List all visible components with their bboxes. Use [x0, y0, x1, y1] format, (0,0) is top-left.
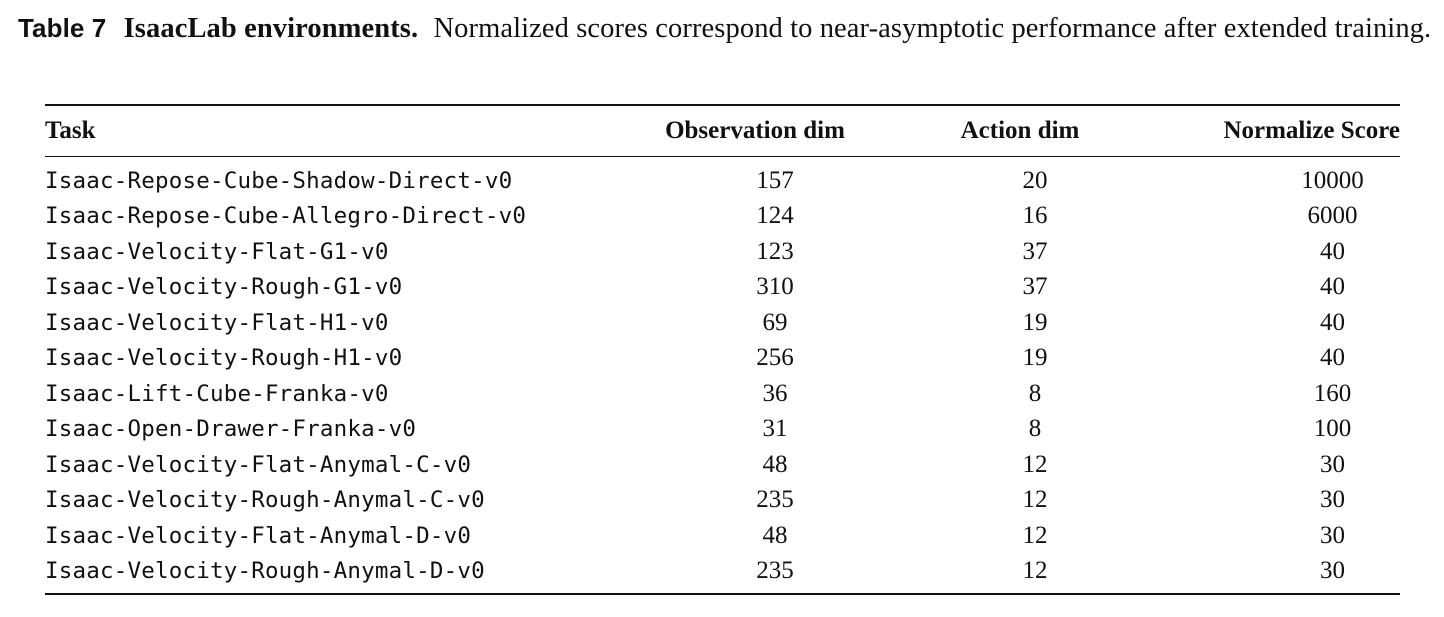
- cell-normalize-score: 30: [1320, 450, 1345, 478]
- cell-normalize-score: 10000: [1301, 166, 1364, 194]
- cell-task: Isaac-Repose-Cube-Shadow-Direct-v0: [45, 167, 513, 194]
- cell-action-dim: 12: [1022, 486, 1048, 514]
- environments-table: Task Observation dim Action dim Normaliz…: [45, 104, 1400, 595]
- cell-observation-dim: 31: [762, 415, 788, 443]
- cell-action-dim: 37: [1022, 237, 1048, 265]
- cell-normalize-score: 160: [1313, 379, 1352, 407]
- cell-task: Isaac-Velocity-Rough-G1-v0: [45, 274, 403, 301]
- table-row: Isaac-Velocity-Rough-H1-v0 256 19 40: [45, 341, 1400, 377]
- table-header: Task Observation dim Action dim Normaliz…: [45, 105, 1400, 157]
- cell-action-dim: 20: [1022, 166, 1048, 194]
- cell-action-dim: 37: [1022, 273, 1048, 301]
- cell-action-dim: 19: [1022, 344, 1048, 372]
- cell-observation-dim: 48: [762, 521, 788, 549]
- table-row: Isaac-Velocity-Flat-G1-v0 123 37 40: [45, 234, 1400, 270]
- caption-text: Normalized scores correspond to near-asy…: [433, 13, 1432, 44]
- cell-observation-dim: 69: [762, 308, 788, 336]
- cell-action-dim: 12: [1022, 557, 1048, 585]
- table-row: Isaac-Velocity-Rough-G1-v0 310 37 40: [45, 270, 1400, 306]
- caption-label: Table 7: [18, 13, 107, 43]
- cell-observation-dim: 124: [756, 202, 794, 230]
- cell-task: Isaac-Velocity-Flat-G1-v0: [45, 238, 389, 265]
- results-table-container: Task Observation dim Action dim Normaliz…: [45, 104, 1400, 595]
- table-row: Isaac-Open-Drawer-Franka-v0 31 8 100: [45, 412, 1400, 448]
- cell-normalize-score: 6000: [1307, 202, 1358, 230]
- header-observation-dim: Observation dim: [605, 105, 905, 157]
- cell-normalize-score: 30: [1320, 557, 1345, 585]
- cell-observation-dim: 235: [756, 486, 794, 514]
- table-row: Isaac-Lift-Cube-Franka-v0 36 8 160: [45, 376, 1400, 412]
- cell-action-dim: 12: [1022, 521, 1048, 549]
- cell-normalize-score: 100: [1313, 415, 1352, 443]
- table-row: Isaac-Velocity-Flat-H1-v0 69 19 40: [45, 305, 1400, 341]
- header-normalize-score: Normalize Score: [1135, 105, 1400, 157]
- cell-observation-dim: 36: [762, 379, 788, 407]
- cell-observation-dim: 48: [762, 450, 788, 478]
- caption-title: IsaacLab environments.: [123, 13, 419, 44]
- cell-action-dim: 12: [1022, 450, 1048, 478]
- cell-normalize-score: 40: [1320, 237, 1345, 265]
- cell-normalize-score: 40: [1320, 308, 1345, 336]
- cell-normalize-score: 30: [1320, 486, 1345, 514]
- cell-observation-dim: 256: [756, 344, 794, 372]
- cell-task: Isaac-Velocity-Rough-Anymal-C-v0: [45, 487, 485, 514]
- cell-observation-dim: 157: [756, 166, 794, 194]
- cell-action-dim: 8: [1028, 415, 1042, 443]
- cell-observation-dim: 123: [756, 237, 794, 265]
- cell-task: Isaac-Open-Drawer-Franka-v0: [45, 416, 417, 443]
- cell-action-dim: 16: [1022, 202, 1048, 230]
- cell-task: Isaac-Velocity-Flat-H1-v0: [45, 309, 389, 336]
- table-caption: Table 7 IsaacLab environments. Normalize…: [18, 9, 1432, 48]
- cell-observation-dim: 235: [756, 557, 794, 585]
- header-task: Task: [45, 105, 605, 157]
- cell-task: Isaac-Velocity-Flat-Anymal-D-v0: [45, 522, 472, 549]
- table-body: Isaac-Repose-Cube-Shadow-Direct-v0 157 2…: [45, 157, 1400, 595]
- table-row: Isaac-Repose-Cube-Allegro-Direct-v0 124 …: [45, 199, 1400, 235]
- cell-action-dim: 19: [1022, 308, 1048, 336]
- table-row: Isaac-Repose-Cube-Shadow-Direct-v0 157 2…: [45, 157, 1400, 199]
- cell-observation-dim: 310: [756, 273, 794, 301]
- table-row: Isaac-Velocity-Flat-Anymal-D-v0 48 12 30: [45, 518, 1400, 554]
- cell-task: Isaac-Repose-Cube-Allegro-Direct-v0: [45, 203, 527, 230]
- header-row: Task Observation dim Action dim Normaliz…: [45, 105, 1400, 157]
- cell-task: Isaac-Lift-Cube-Franka-v0: [45, 380, 389, 407]
- cell-action-dim: 8: [1028, 379, 1042, 407]
- cell-task: Isaac-Velocity-Rough-H1-v0: [45, 345, 403, 372]
- cell-task: Isaac-Velocity-Flat-Anymal-C-v0: [45, 451, 472, 478]
- cell-normalize-score: 40: [1320, 344, 1345, 372]
- table-row: Isaac-Velocity-Flat-Anymal-C-v0 48 12 30: [45, 447, 1400, 483]
- cell-normalize-score: 30: [1320, 521, 1345, 549]
- cell-task: Isaac-Velocity-Rough-Anymal-D-v0: [45, 558, 485, 585]
- cell-normalize-score: 40: [1320, 273, 1345, 301]
- table-row: Isaac-Velocity-Rough-Anymal-D-v0 235 12 …: [45, 554, 1400, 595]
- table-row: Isaac-Velocity-Rough-Anymal-C-v0 235 12 …: [45, 483, 1400, 519]
- header-action-dim: Action dim: [905, 105, 1135, 157]
